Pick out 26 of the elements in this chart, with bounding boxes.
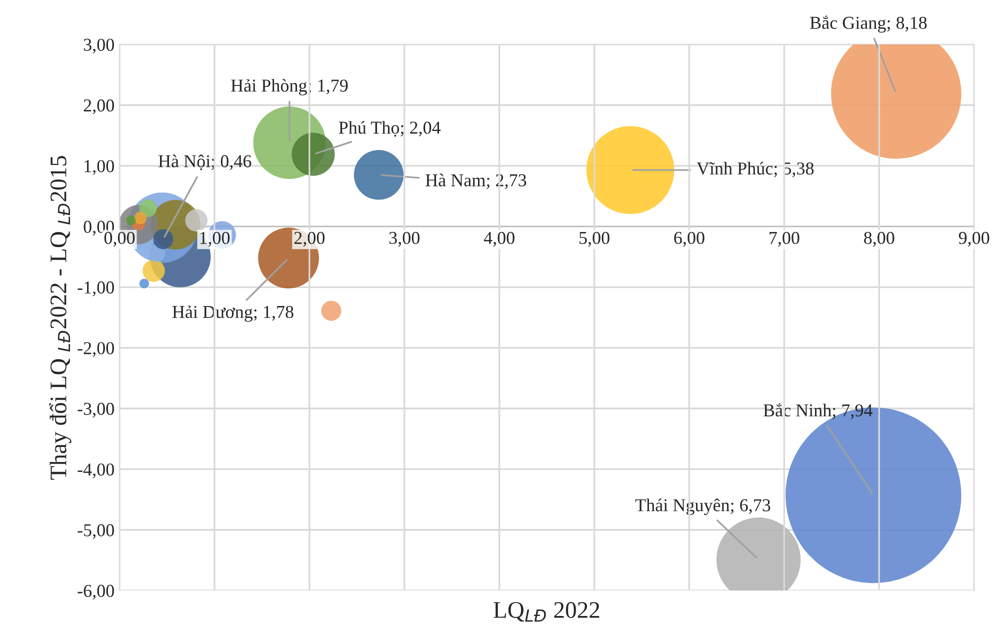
annotation: Hà Nội; 0,46 (158, 154, 252, 170)
x-tick-label: 7,00 (770, 232, 800, 247)
annotation: Hải Phòng; 1,79 (231, 78, 348, 96)
x-tick-label: 8,00 (864, 232, 894, 247)
y-tick-label: -2,00 (78, 342, 114, 357)
y-tick-label: -3,00 (78, 402, 114, 418)
y-tick-label: 2,00 (84, 99, 114, 114)
y-tick-label: 3,00 (84, 38, 114, 54)
x-tick-label: 4,00 (484, 232, 514, 247)
annotation: Thái Nguyên; 6,73 (635, 498, 770, 516)
y-tick-label: -1,00 (78, 281, 114, 296)
x-tick-label: 3,00 (389, 232, 420, 247)
y-tick-label: 1,00 (84, 160, 114, 175)
y-tick-label: -6,00 (78, 584, 114, 600)
x-tick-label: 9,00 (958, 232, 990, 247)
annotation: Bắc Giang; 8,18 (810, 16, 927, 33)
x-tick-label: 1,00 (200, 232, 230, 247)
x-tick-label: 2,00 (294, 232, 325, 247)
x-tick-label: 5,00 (580, 232, 610, 247)
y-axis-title: Thay đổi LQ $_{LĐ}$2022 - LQ $_{LĐ}$2015 (49, 156, 72, 480)
annotation: Phú Thọ; 2,04 (338, 121, 441, 137)
annotation: Hải Dương; 1,78 (172, 306, 294, 322)
y-tick-label: -4,00 (78, 463, 114, 478)
x-axis-title: LQ$_{LĐ}$ 2022 (494, 602, 600, 622)
y-tick-label: -5,00 (78, 524, 114, 539)
x-tick-label: 6,00 (674, 232, 704, 247)
